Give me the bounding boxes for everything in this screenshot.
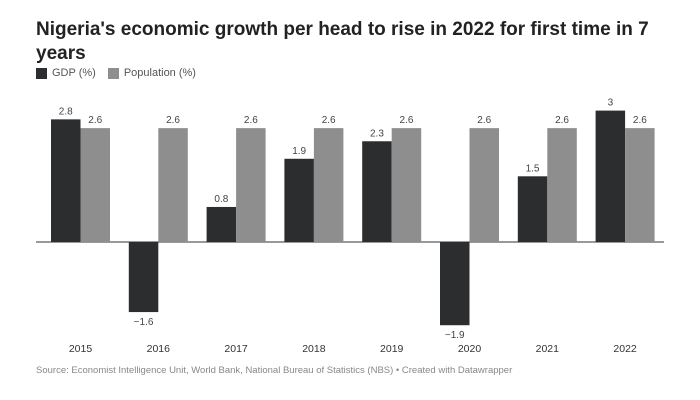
- bar-population-2019: [391, 128, 422, 242]
- value-label: 1.5: [526, 163, 540, 174]
- bar-gdp-2015: [51, 119, 81, 242]
- bar-population-2022: [625, 128, 655, 242]
- legend: GDP (%) Population (%): [36, 67, 196, 79]
- legend-item-population: Population (%): [107, 67, 196, 79]
- legend-label-gdp: GDP (%): [52, 67, 96, 79]
- bar-gdp-2020: [440, 242, 470, 326]
- bar-gdp-2016: [128, 242, 159, 313]
- value-label: 3: [608, 98, 614, 109]
- value-label: 2.8: [59, 106, 73, 117]
- value-label: 2.6: [633, 115, 647, 126]
- source-note: Source: Economist Intelligence Unit, Wor…: [36, 365, 513, 376]
- value-label: 2.6: [322, 115, 336, 126]
- x-tick-label: 2020: [458, 343, 482, 355]
- bar-population-2018: [313, 128, 344, 242]
- x-tick-label: 2016: [147, 343, 171, 355]
- value-label: 2.6: [477, 115, 491, 126]
- value-label: 2.6: [399, 115, 413, 126]
- chart-title: Nigeria's economic growth per head to ri…: [36, 19, 649, 64]
- value-label: −1.9: [445, 330, 465, 341]
- value-label: 0.8: [214, 194, 228, 205]
- bar-gdp-2021: [517, 176, 548, 242]
- x-tick-label: 2015: [69, 343, 93, 355]
- value-label: 2.6: [244, 115, 258, 126]
- legend-swatch-population: [107, 67, 119, 79]
- x-tick-label: 2018: [302, 343, 326, 355]
- bar-gdp-2019: [362, 141, 392, 242]
- value-label: −1.6: [134, 317, 154, 328]
- legend-swatch-gdp: [36, 67, 47, 79]
- bar-population-2015: [80, 128, 110, 242]
- legend-label-population: Population (%): [123, 67, 196, 79]
- bar-population-2021: [547, 128, 577, 242]
- bar-population-2017: [236, 128, 266, 242]
- bar-population-2016: [158, 128, 188, 242]
- value-label: 2.6: [88, 115, 102, 126]
- x-tick-label: 2022: [613, 343, 637, 355]
- value-label: 2.6: [555, 115, 569, 126]
- legend-item-gdp: GDP (%): [36, 67, 96, 79]
- x-tick-label: 2021: [536, 343, 560, 355]
- value-label: 2.3: [370, 128, 384, 139]
- x-tick-label: 2019: [380, 343, 404, 355]
- value-label: 1.9: [292, 146, 306, 157]
- bar-gdp-2022: [595, 110, 626, 242]
- bar-population-2020: [469, 128, 499, 242]
- bar-gdp-2017: [206, 206, 237, 242]
- value-label: 2.6: [166, 115, 180, 126]
- x-tick-label: 2017: [224, 343, 248, 355]
- bar-gdp-2018: [284, 158, 314, 242]
